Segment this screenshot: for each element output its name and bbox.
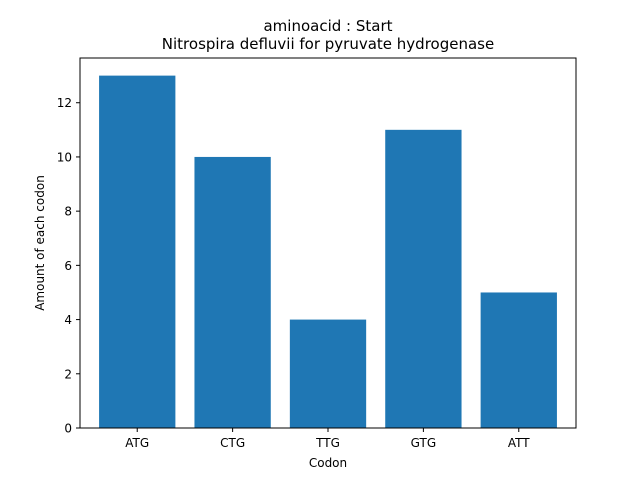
y-tick-label: 6 bbox=[64, 259, 72, 273]
y-tick-label: 2 bbox=[64, 367, 72, 381]
bar-group bbox=[99, 75, 557, 429]
bar-ctg bbox=[194, 156, 271, 428]
y-tick-label: 0 bbox=[64, 422, 72, 436]
y-tick-label: 10 bbox=[57, 150, 72, 164]
y-tick-label: 8 bbox=[64, 205, 72, 219]
y-tick-label: 4 bbox=[64, 313, 72, 327]
x-axis-label: Codon bbox=[309, 456, 347, 470]
y-axis-ticks: 0 2 4 6 8 10 12 bbox=[57, 96, 80, 436]
x-tick-label: ATG bbox=[125, 436, 149, 450]
x-tick-label: TTG bbox=[315, 436, 340, 450]
chart-title: aminoacid : Start bbox=[263, 17, 392, 35]
y-axis-label: Amount of each codon bbox=[33, 175, 47, 311]
bar-ttg bbox=[289, 319, 367, 428]
x-tick-label: CTG bbox=[220, 436, 245, 450]
bar-att bbox=[480, 292, 557, 428]
x-tick-label: ATT bbox=[508, 436, 530, 450]
x-tick-label: GTG bbox=[411, 436, 437, 450]
plot-frame bbox=[79, 57, 577, 429]
chart-subtitle: Nitrospira defluvii for pyruvate hydroge… bbox=[162, 35, 494, 53]
x-axis-ticks: ATG CTG TTG GTG ATT bbox=[125, 428, 530, 450]
bar-gtg bbox=[385, 129, 462, 428]
y-tick-label: 12 bbox=[57, 96, 72, 110]
bar-atg bbox=[99, 75, 176, 429]
